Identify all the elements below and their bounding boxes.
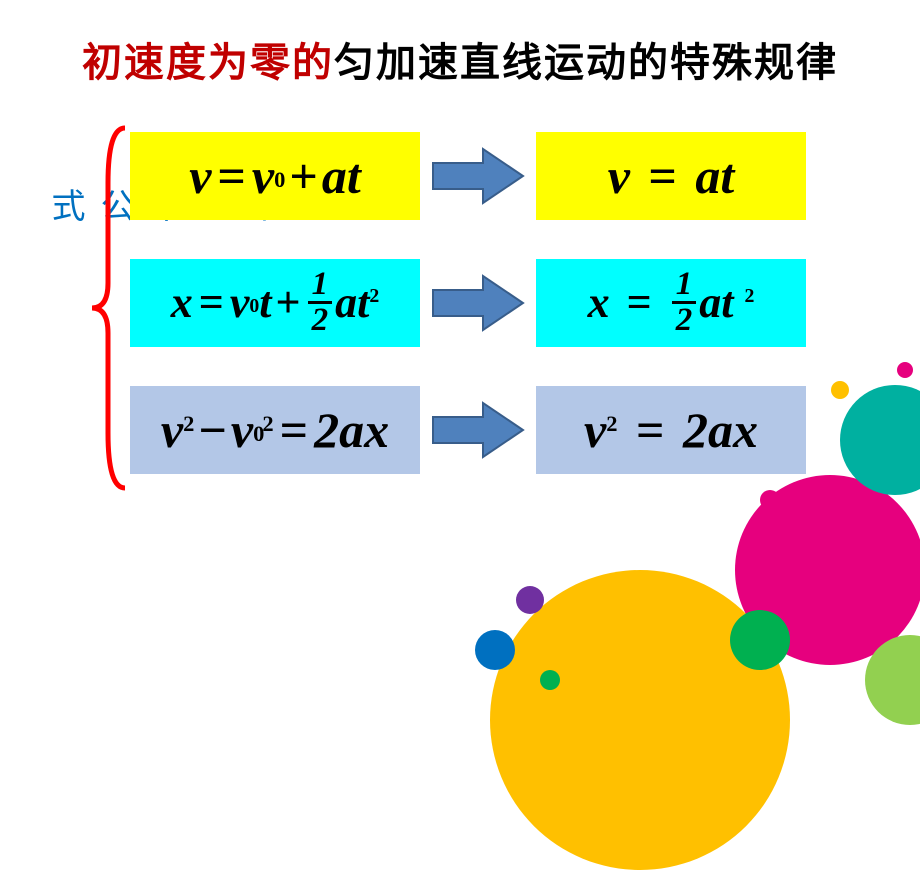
- decor-circle-7: [760, 490, 780, 510]
- formula-row-2: x=v0t+12at2 x = 12at 2: [130, 255, 806, 350]
- decor-circle-4: [516, 586, 544, 614]
- formula-rows: v=v0+at v = at x=v0t+12at2 x = 12at 2 v2−v…: [130, 128, 806, 509]
- formula-row-1: v=v0+at v = at: [130, 128, 806, 223]
- formula-left-3: v2−v02=2ax: [130, 386, 420, 474]
- decor-circle-5: [475, 630, 515, 670]
- decor-circle-8: [831, 381, 849, 399]
- title-red: 初速度为零的: [82, 40, 334, 85]
- slide-title: 初速度为零的匀加速直线运动的特殊规律: [0, 0, 920, 88]
- arrow-icon: [428, 395, 528, 465]
- decor-circle-3: [730, 610, 790, 670]
- title-black: 匀加速直线运动的特殊规律: [334, 40, 838, 85]
- formula-right-3: v2 = 2ax: [536, 386, 806, 474]
- arrow-icon: [428, 141, 528, 211]
- brace-icon: [90, 123, 130, 493]
- formula-right-1: v = at: [536, 132, 806, 220]
- arrow-icon: [428, 268, 528, 338]
- formula-left-2: x=v0t+12at2: [130, 259, 420, 347]
- formula-row-3: v2−v02=2ax v2 = 2ax: [130, 382, 806, 477]
- decor-circle-9: [897, 362, 913, 378]
- decor-circle-10: [540, 670, 560, 690]
- formula-right-2: x = 12at 2: [536, 259, 806, 347]
- formula-left-1: v=v0+at: [130, 132, 420, 220]
